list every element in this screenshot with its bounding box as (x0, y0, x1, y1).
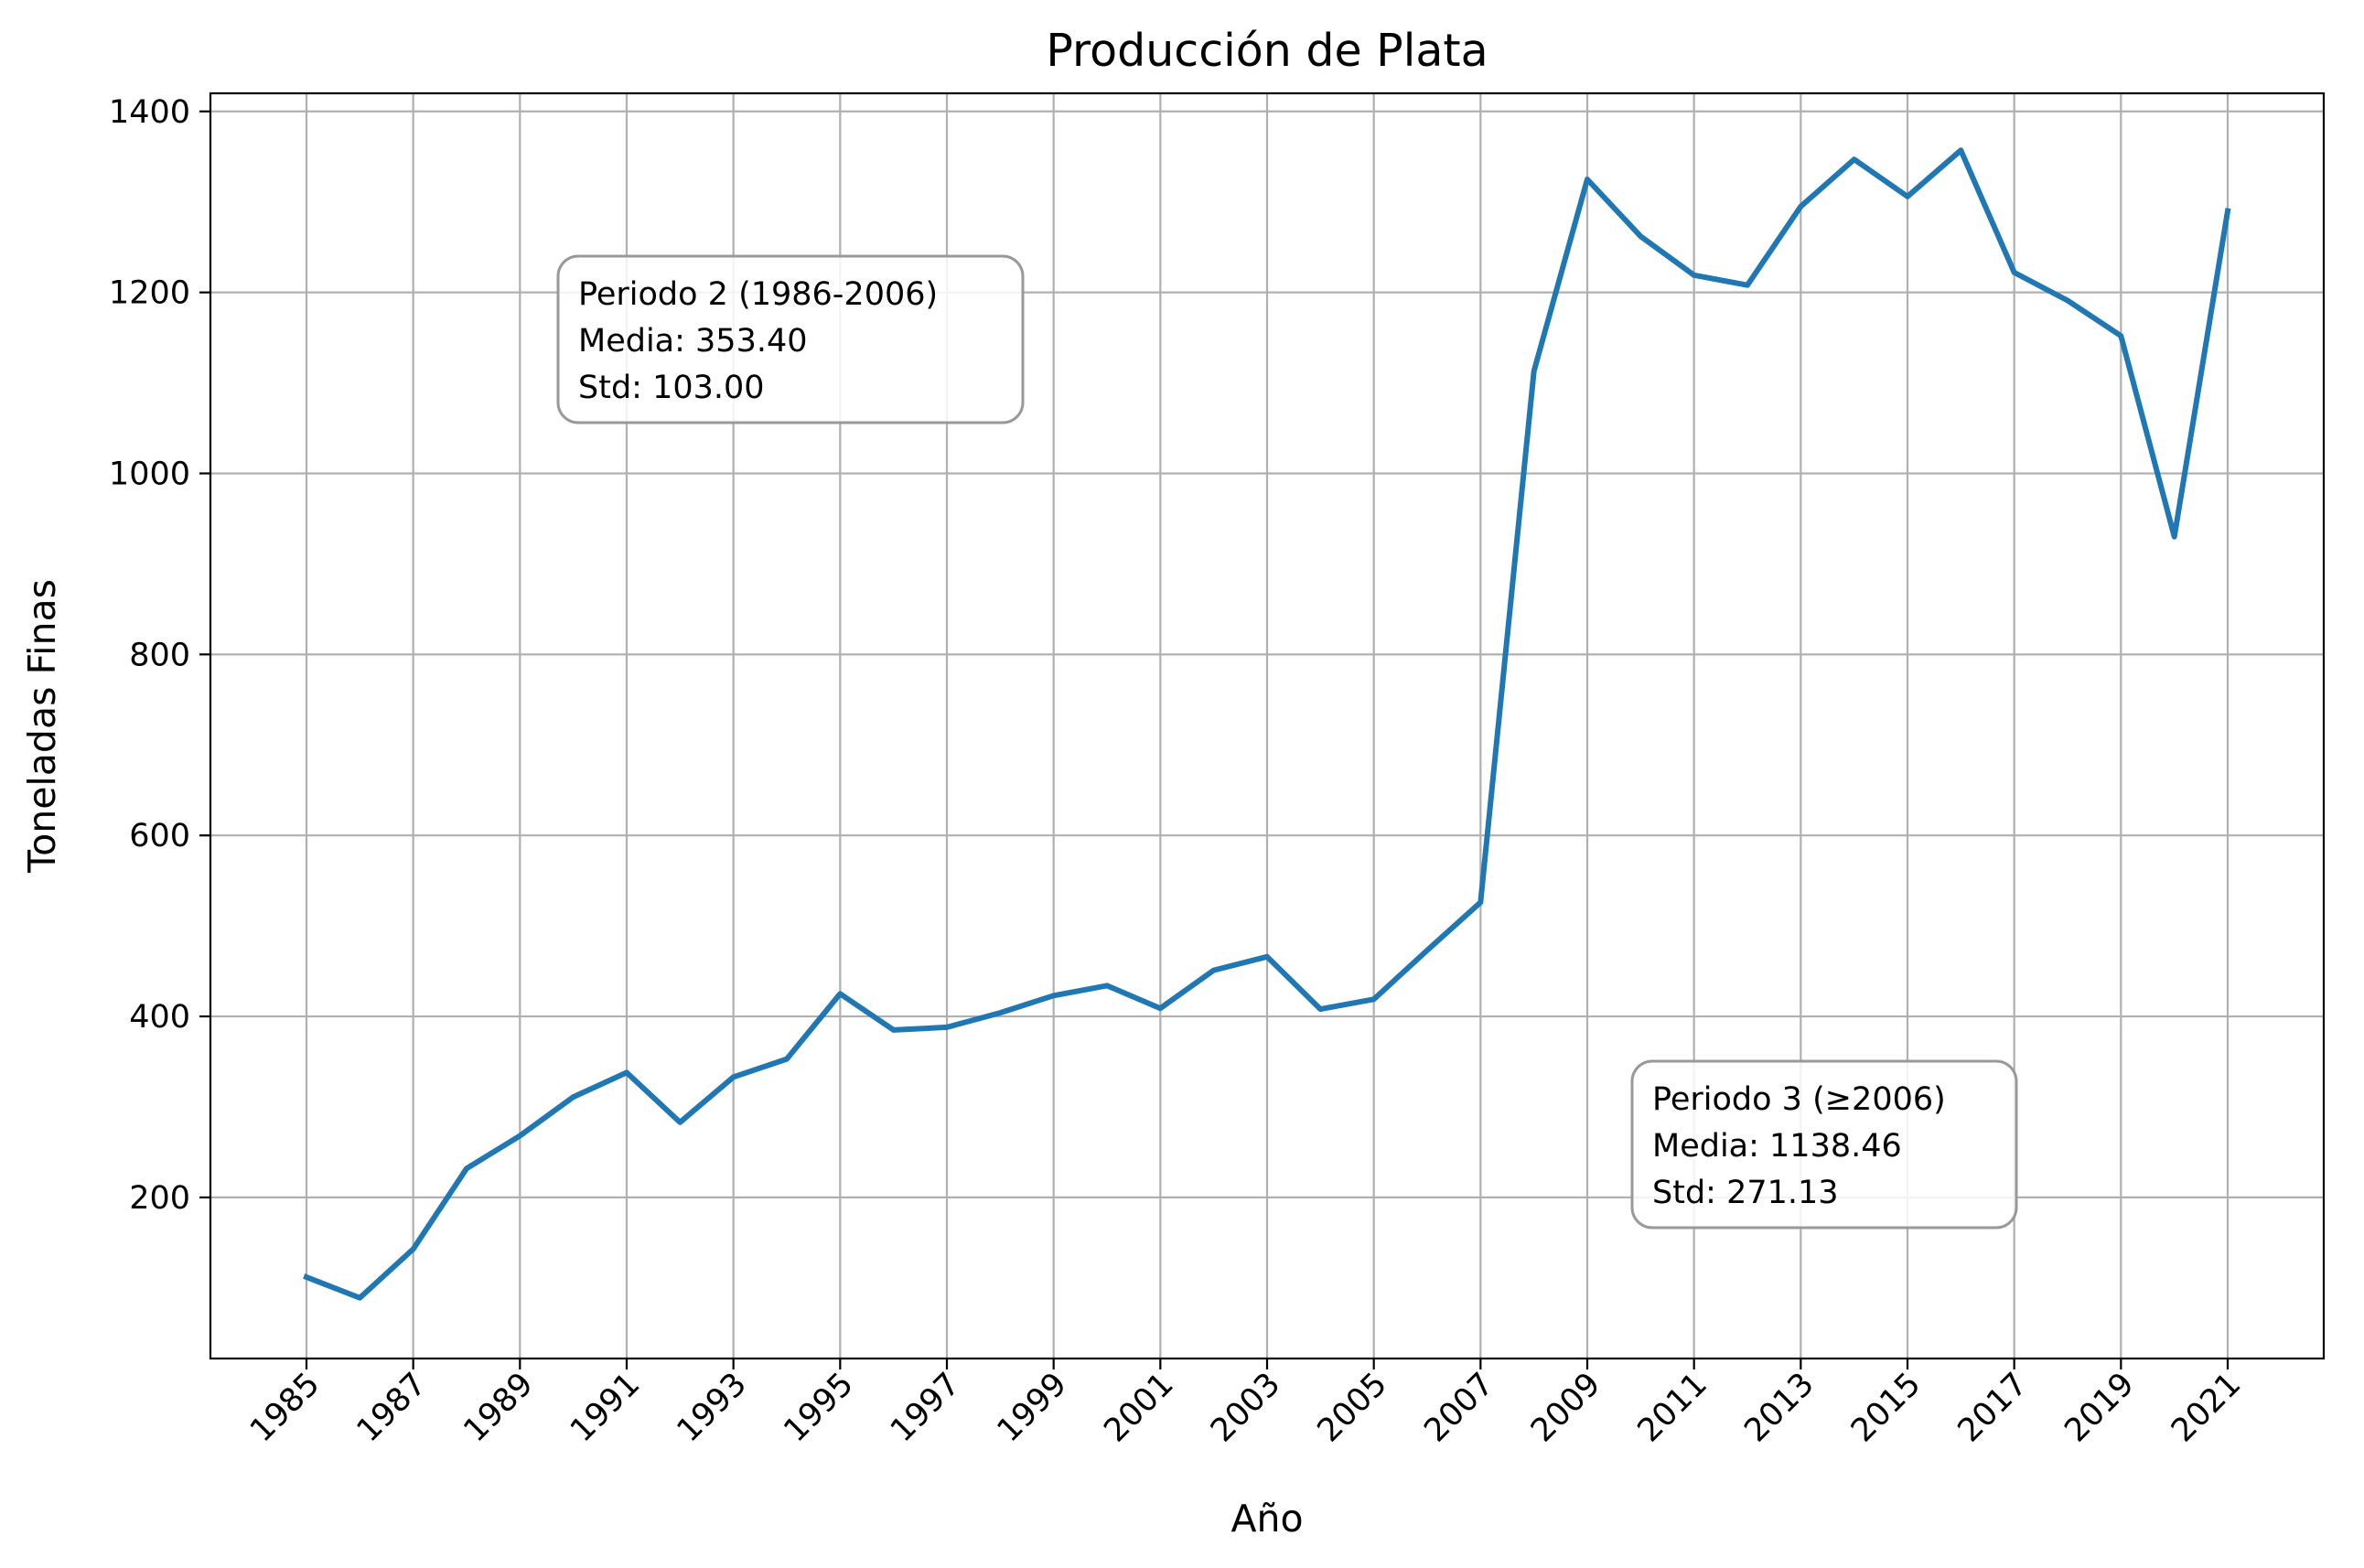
y-axis-label: Toneladas Finas (20, 579, 64, 874)
y-tick-label: 1400 (109, 94, 190, 131)
chart-title: Producción de Plata (1046, 25, 1488, 77)
y-tick-label: 600 (129, 818, 190, 854)
annotation-line: Std: 103.00 (578, 370, 765, 406)
annotation-frame (556, 254, 1025, 424)
series-line (303, 147, 2231, 1301)
annotation-line: Media: 1138.46 (1652, 1128, 1902, 1165)
annotation-line: Std: 271.13 (1652, 1175, 1839, 1211)
annotation-line: Periodo 3 (≥2006) (1652, 1081, 1946, 1118)
annotation-line: Periodo 2 (1986-2006) (578, 276, 938, 313)
y-tick-label: 400 (129, 999, 190, 1036)
annotation-box-1: Periodo 2 (1986-2006) Media: 353.40 Std: 1… (556, 254, 1025, 424)
y-tick-label: 200 (129, 1180, 190, 1217)
annotation-box-2: Periodo 3 (≥2006) Media: 1138.46 Std: 271.… (1630, 1059, 2018, 1230)
annotation-frame (1630, 1059, 2018, 1230)
y-tick-label: 1200 (109, 275, 190, 312)
y-tick-label: 1000 (109, 456, 190, 492)
x-axis-label: Año (1230, 1497, 1303, 1541)
y-axis: 200 400 600 800 1000 1200 1400 (109, 94, 210, 1217)
series-layer (303, 147, 2231, 1301)
y-tick-label: 800 (129, 637, 190, 673)
annotation-line: Media: 353.40 (578, 323, 808, 360)
annotations: Periodo 2 (1986-2006) Media: 353.40 Std: 1… (556, 254, 2018, 1230)
